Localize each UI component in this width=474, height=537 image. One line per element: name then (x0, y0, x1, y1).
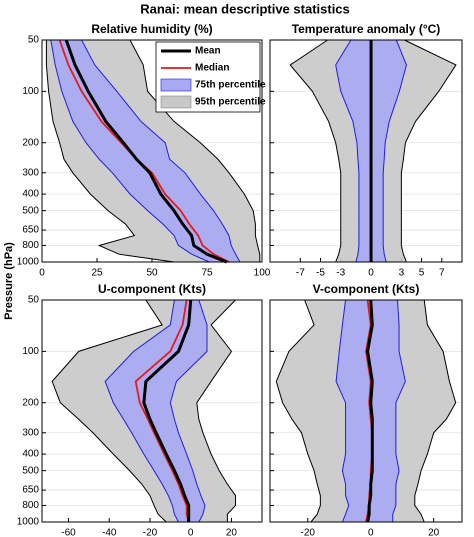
y-tick-label: 300 (22, 167, 39, 178)
x-tick-label: 20 (428, 528, 440, 537)
y-tick-label: 500 (22, 465, 39, 476)
x-tick-label: -20 (143, 528, 158, 537)
band-lower-edge (50, 39, 210, 263)
x-tick-label: -60 (61, 528, 76, 537)
x-tick-label: 0 (39, 268, 45, 279)
y-tick-label: 500 (22, 205, 39, 216)
band-upper-edge (382, 39, 407, 263)
plot-frame (269, 39, 463, 263)
x-tick-label: -40 (102, 528, 117, 537)
panel-title: Temperature anomaly (°C) (292, 22, 441, 36)
band-upper-edge (129, 39, 261, 262)
band-lower-edge (335, 39, 360, 263)
y-tick-label: 1000 (17, 517, 40, 528)
band-lower-edge (335, 299, 350, 523)
x-tick-label: 0 (188, 528, 194, 537)
band-upper-edge (196, 299, 237, 522)
panel-title: V-component (Kts) (313, 282, 420, 296)
y-axis-label: Pressure (hPa) (3, 242, 15, 320)
y-tick-label: 100 (22, 346, 39, 357)
band-upper-edge (392, 299, 406, 522)
legend-swatch (160, 78, 192, 92)
plot-frame (269, 299, 463, 523)
band-upper-edge (400, 39, 457, 263)
percentile-band (50, 40, 240, 262)
panel-title: U-component (Kts) (98, 282, 206, 296)
x-tick-label: -20 (301, 528, 316, 537)
x-tick-label: 3 (399, 268, 405, 279)
y-tick-label: 400 (22, 449, 39, 460)
y-tick-label: 200 (22, 397, 39, 408)
x-tick-label: 25 (91, 268, 103, 279)
panel-title: Relative humidity (%) (91, 22, 212, 36)
legend-label: Median (195, 63, 229, 74)
y-tick-label: 200 (22, 137, 39, 148)
legend-label: Mean (195, 46, 221, 57)
profile-line (142, 299, 193, 522)
legend-label: 95th percentile (195, 97, 266, 108)
plot-frame (41, 299, 263, 523)
x-tick-label: 7 (439, 268, 445, 279)
y-tick-label: 1000 (17, 257, 40, 268)
x-tick-label: 0 (368, 528, 374, 537)
y-tick-label: 650 (22, 225, 39, 236)
band-lower-edge (104, 299, 179, 523)
profile-line (64, 39, 228, 264)
x-tick-label: 5 (419, 268, 425, 279)
x-tick-label: 20 (226, 528, 238, 537)
x-tick-label: -5 (316, 268, 325, 279)
y-tick-label: 100 (22, 86, 39, 97)
band-upper-edge (81, 39, 241, 263)
legend-swatch (160, 95, 192, 109)
y-tick-label: 800 (22, 240, 39, 251)
figure-title: Ranai: mean descriptive statistics (140, 1, 350, 16)
x-tick-label: 100 (254, 268, 271, 279)
x-tick-label: 75 (201, 268, 213, 279)
band-lower-edge (289, 39, 342, 263)
band-lower-edge (275, 299, 321, 523)
x-tick-label: -7 (296, 268, 305, 279)
band-lower-edge (45, 40, 175, 263)
y-tick-label: 800 (22, 500, 39, 511)
profile-line (58, 39, 230, 263)
percentile-band (105, 300, 207, 522)
band-lower-edge (51, 299, 167, 523)
y-tick-label: 300 (22, 427, 39, 438)
x-tick-label: 0 (368, 268, 374, 279)
band-upper-edge (414, 299, 457, 523)
y-tick-label: 650 (22, 485, 39, 496)
legend-label: 75th percentile (195, 80, 266, 91)
band-upper-edge (169, 299, 208, 523)
y-tick-label: 400 (22, 189, 39, 200)
y-tick-label: 50 (28, 35, 40, 46)
profile-line (134, 299, 190, 523)
x-tick-label: -3 (336, 268, 345, 279)
profile-line (366, 299, 374, 523)
plot-frame (41, 39, 263, 263)
y-tick-label: 50 (28, 295, 40, 306)
x-tick-label: 50 (146, 268, 158, 279)
